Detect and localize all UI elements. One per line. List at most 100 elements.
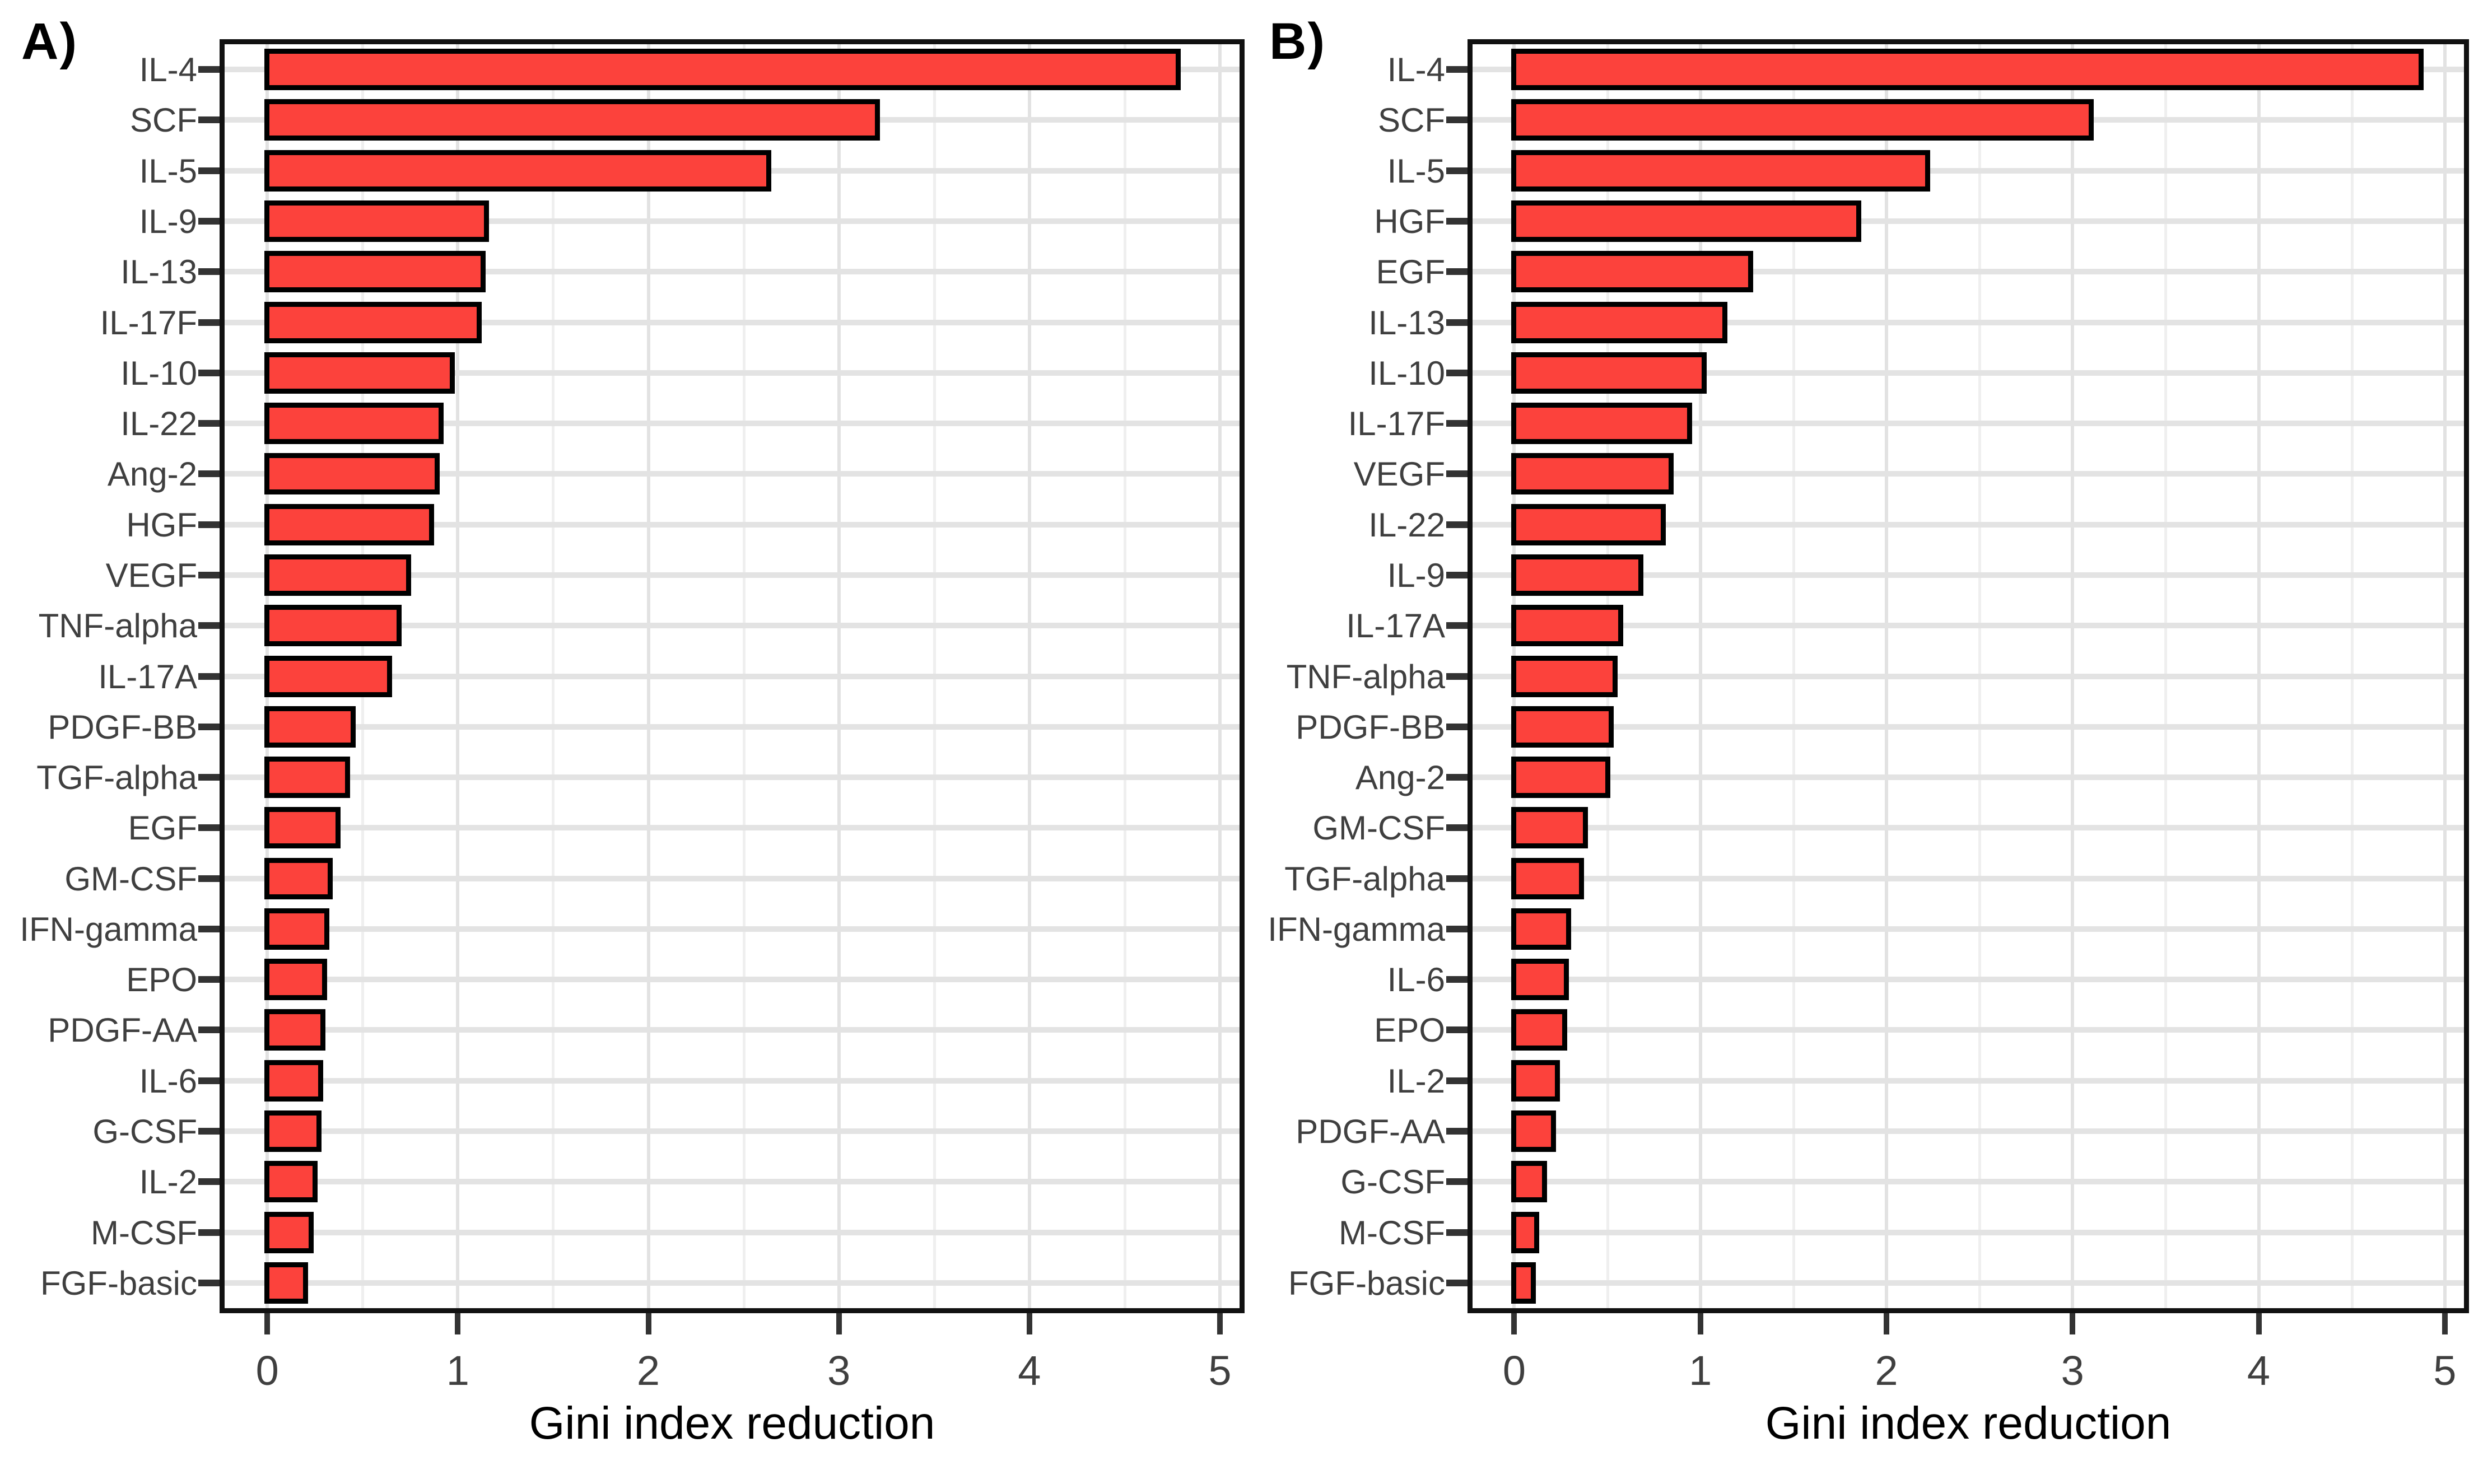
bar-IL-5: [1511, 150, 1931, 192]
panel-a-plot-area: [220, 39, 1245, 1313]
x-tick-4: [1026, 1313, 1032, 1334]
gridline-h: [225, 774, 1240, 781]
bar-GM-CSF: [1511, 807, 1588, 849]
bar-PDGF-AA: [1511, 1110, 1557, 1152]
x-tick-5: [2442, 1313, 2448, 1334]
gridline-h: [225, 1027, 1240, 1033]
x-tick-label-4: 4: [2247, 1347, 2271, 1394]
bar-G-CSF: [1511, 1161, 1547, 1203]
category-label-EPO: EPO: [1374, 1011, 1445, 1049]
bar-M-CSF: [264, 1211, 314, 1253]
category-label-GM-CSF: GM-CSF: [64, 860, 197, 898]
y-tick-PDGF-AA: [198, 1026, 220, 1034]
bar-HGF: [1511, 200, 1862, 242]
y-tick-M-CSF: [198, 1229, 220, 1236]
bar-IL-6: [1511, 959, 1569, 1001]
category-label-TGF-alpha: TGF-alpha: [1284, 860, 1445, 898]
bar-IL-9: [264, 200, 490, 242]
gridline-h: [1473, 218, 2464, 224]
x-tick-label-1: 1: [1689, 1347, 1712, 1394]
category-label-IL-13: IL-13: [1368, 304, 1445, 342]
gridline-h: [225, 1229, 1240, 1235]
category-label-IL-2: IL-2: [1387, 1062, 1445, 1100]
y-tick-SCF: [198, 116, 220, 124]
gridline-h: [1473, 370, 2464, 376]
gridline-h: [225, 471, 1240, 477]
bar-IL-5: [264, 150, 771, 192]
gridline-h: [225, 926, 1240, 932]
bar-SCF: [1511, 99, 2094, 141]
x-tick-1: [1697, 1313, 1703, 1334]
y-tick-IL-17F: [198, 319, 220, 326]
bar-FGF-basic: [1511, 1262, 1536, 1304]
gridline-h: [1473, 421, 2464, 427]
y-tick-GM-CSF: [1446, 824, 1468, 832]
y-tick-IL-22: [198, 420, 220, 427]
y-tick-VEGF: [1446, 470, 1468, 478]
category-label-IL-5: IL-5: [139, 152, 197, 190]
bar-IL-17A: [264, 655, 392, 697]
x-tick-5: [1217, 1313, 1223, 1334]
x-tick-label-5: 5: [2433, 1347, 2457, 1394]
bar-TGF-alpha: [264, 757, 351, 799]
category-label-IL-22: IL-22: [120, 405, 197, 443]
x-tick-label-3: 3: [827, 1347, 851, 1394]
category-label-IL-5: IL-5: [1387, 152, 1445, 190]
category-label-PDGF-BB: PDGF-BB: [48, 708, 197, 746]
gridline-h: [225, 1128, 1240, 1135]
bar-IL-2: [264, 1161, 318, 1203]
y-tick-GM-CSF: [198, 875, 220, 882]
y-tick-Ang-2: [1446, 774, 1468, 781]
category-label-IL-10: IL-10: [1368, 354, 1445, 392]
x-tick-label-0: 0: [1502, 1347, 1526, 1394]
bar-PDGF-BB: [1511, 706, 1614, 748]
gridline-h: [225, 875, 1240, 881]
category-label-PDGF-AA: PDGF-AA: [48, 1011, 197, 1049]
category-label-IL-6: IL-6: [1387, 961, 1445, 999]
category-label-IL-17F: IL-17F: [100, 304, 197, 342]
category-label-M-CSF: M-CSF: [1339, 1214, 1445, 1252]
bar-IL-10: [1511, 352, 1707, 394]
gridline-h: [1473, 1280, 2464, 1286]
category-label-IL-9: IL-9: [1387, 556, 1445, 594]
gridline-h: [1473, 471, 2464, 477]
category-label-IL-6: IL-6: [139, 1062, 197, 1100]
y-tick-SCF: [1446, 116, 1468, 124]
x-tick-0: [264, 1313, 271, 1334]
bar-EPO: [1511, 1009, 1568, 1051]
y-tick-IL-9: [198, 217, 220, 225]
y-tick-TNF-alpha: [198, 622, 220, 629]
y-tick-IL-2: [198, 1178, 220, 1186]
category-label-VEGF: VEGF: [105, 556, 197, 594]
x-tick-label-2: 2: [636, 1347, 660, 1394]
category-label-IL-22: IL-22: [1368, 506, 1445, 544]
gridline-h: [1473, 1027, 2464, 1033]
panel-b-tag: B): [1269, 13, 1326, 70]
category-label-TGF-alpha: TGF-alpha: [36, 759, 197, 797]
y-tick-M-CSF: [1446, 1229, 1468, 1236]
bar-M-CSF: [1511, 1211, 1540, 1253]
category-label-PDGF-BB: PDGF-BB: [1296, 708, 1445, 746]
y-tick-IL-10: [1446, 369, 1468, 376]
gridline-h: [1473, 977, 2464, 983]
gridline-h: [1473, 1229, 2464, 1235]
gridline-h: [225, 724, 1240, 730]
gridline-h: [225, 370, 1240, 376]
y-tick-IL-13: [1446, 319, 1468, 326]
gridline-h: [225, 218, 1240, 224]
category-label-IL-4: IL-4: [139, 51, 197, 89]
bar-IL-17F: [264, 301, 482, 343]
y-tick-IFN-gamma: [198, 925, 220, 932]
panel-a-x-axis: 0 1 2 3 4 5: [225, 1313, 1240, 1481]
category-label-HGF: HGF: [126, 506, 197, 544]
y-tick-IL-5: [198, 167, 220, 174]
y-tick-IL-17A: [1446, 622, 1468, 629]
gridline-h: [225, 1077, 1240, 1084]
gridline-h: [1473, 673, 2464, 679]
category-label-VEGF: VEGF: [1353, 455, 1445, 493]
category-label-HGF: HGF: [1374, 202, 1445, 240]
gridline-h: [1473, 724, 2464, 730]
gridline-h: [1473, 319, 2464, 325]
category-label-IL-17A: IL-17A: [98, 657, 197, 696]
y-tick-Ang-2: [198, 470, 220, 478]
